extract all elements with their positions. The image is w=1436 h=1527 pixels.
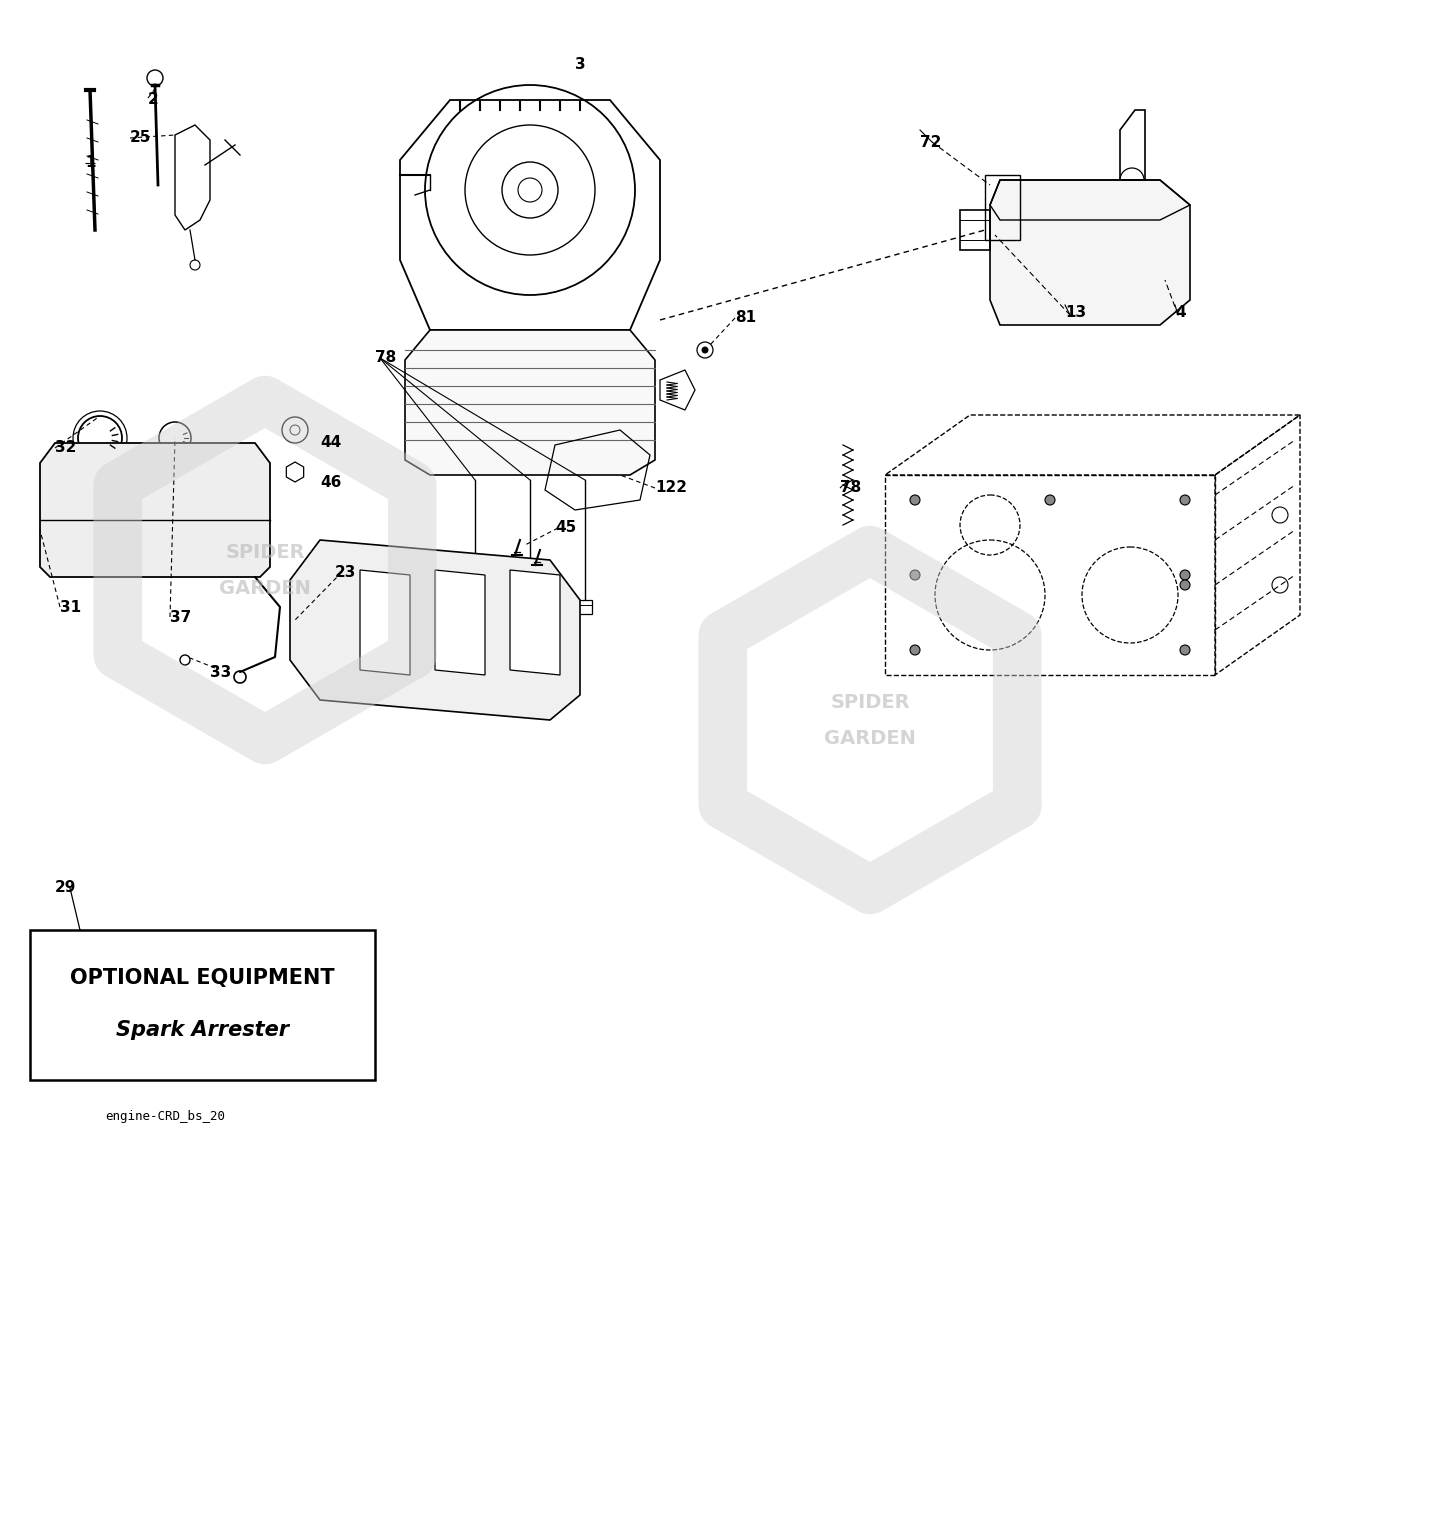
Circle shape	[78, 415, 122, 460]
Bar	[30, 930, 375, 1080]
Circle shape	[910, 570, 920, 580]
Text: 29: 29	[55, 880, 76, 895]
Polygon shape	[40, 443, 270, 577]
Circle shape	[1180, 580, 1190, 589]
Text: 31: 31	[60, 600, 80, 615]
Circle shape	[1180, 495, 1190, 505]
Text: 32: 32	[55, 440, 76, 455]
Text: 2: 2	[148, 92, 159, 107]
Text: 4: 4	[1175, 305, 1186, 321]
Text: engine-CRD_bs_20: engine-CRD_bs_20	[105, 1110, 225, 1122]
Text: 33: 33	[210, 664, 231, 680]
Circle shape	[146, 70, 164, 86]
Text: 3: 3	[574, 56, 586, 72]
Polygon shape	[435, 570, 485, 675]
Circle shape	[1180, 570, 1190, 580]
Text: 46: 46	[320, 475, 342, 490]
Text: SPIDER: SPIDER	[225, 542, 304, 562]
Text: 78: 78	[840, 479, 862, 495]
Circle shape	[910, 644, 920, 655]
Circle shape	[910, 495, 920, 505]
Circle shape	[1045, 495, 1055, 505]
Polygon shape	[360, 570, 411, 675]
Circle shape	[1180, 644, 1190, 655]
Text: Spark Arrester: Spark Arrester	[116, 1020, 289, 1040]
Polygon shape	[989, 180, 1190, 325]
Text: 23: 23	[335, 565, 356, 580]
Text: SPIDER: SPIDER	[830, 693, 910, 712]
Polygon shape	[523, 600, 537, 614]
Text: 37: 37	[169, 609, 191, 625]
Text: 45: 45	[554, 521, 576, 534]
Polygon shape	[405, 330, 655, 475]
Text: 81: 81	[735, 310, 757, 325]
Polygon shape	[468, 600, 482, 614]
Text: 25: 25	[131, 130, 151, 145]
Circle shape	[696, 342, 714, 357]
Text: 44: 44	[320, 435, 342, 450]
Polygon shape	[510, 570, 560, 675]
Text: 122: 122	[655, 479, 686, 495]
Text: 72: 72	[920, 134, 942, 150]
Polygon shape	[579, 600, 592, 614]
Text: 1: 1	[85, 156, 96, 169]
Text: OPTIONAL EQUIPMENT: OPTIONAL EQUIPMENT	[70, 968, 335, 988]
Text: GARDEN: GARDEN	[220, 579, 312, 597]
Text: 78: 78	[375, 350, 396, 365]
Text: 13: 13	[1066, 305, 1086, 321]
Circle shape	[159, 421, 191, 454]
Text: GARDEN: GARDEN	[824, 728, 916, 748]
Polygon shape	[290, 541, 580, 721]
Circle shape	[702, 347, 708, 353]
